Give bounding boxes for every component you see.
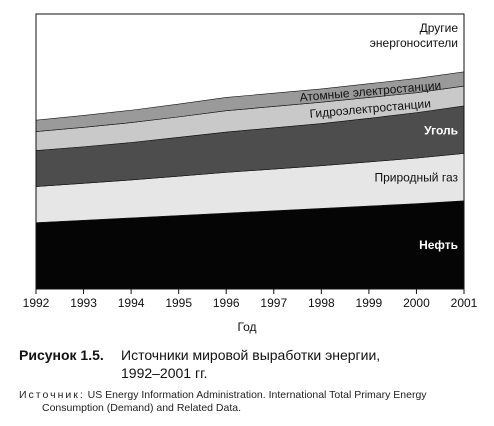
- figure-caption: Рисунок 1.5. Источники мировой выработки …: [19, 346, 479, 382]
- x-axis: 1992 1993 1994 1995 1996 1997 1998 1999 2000 2001: [23, 289, 478, 310]
- x-tick-label-2000: 2000: [403, 296, 430, 310]
- x-axis-title: Год: [237, 320, 256, 334]
- x-tick-label-1997: 1997: [260, 296, 287, 310]
- source-line2: Consumption (Demand) and Related Data.: [42, 402, 242, 414]
- series-label-2: Природный газ: [374, 171, 458, 185]
- figure-number: Рисунок 1.5.: [19, 347, 104, 363]
- x-tick-label-1993: 1993: [70, 296, 97, 310]
- series-label-1: Нефть: [419, 238, 458, 252]
- series-label-3: Уголь: [424, 123, 458, 137]
- caption-title-line2: 1992–2001 гг.: [121, 365, 208, 381]
- source-line1: US Energy Information Administration. In…: [87, 389, 427, 401]
- x-tick-label-1998: 1998: [308, 296, 335, 310]
- x-tick-label-1996: 1996: [213, 296, 240, 310]
- other-sources-label-line-1: Другие: [420, 21, 459, 35]
- x-tick-label-1995: 1995: [165, 296, 192, 310]
- source-label: Источник:: [19, 389, 85, 401]
- caption-title-line1: Источники мировой выработки энергии,: [121, 347, 381, 363]
- x-tick-label-1994: 1994: [118, 296, 145, 310]
- source-note: Источник: US Energy Information Administ…: [19, 389, 489, 415]
- x-tick-label-2001: 2001: [451, 296, 478, 310]
- other-sources-label-line-2: энергоносители: [370, 36, 458, 50]
- x-tick-label-1992: 1992: [23, 296, 50, 310]
- x-tick-label-1999: 1999: [356, 296, 383, 310]
- plot-frame: [35, 13, 465, 290]
